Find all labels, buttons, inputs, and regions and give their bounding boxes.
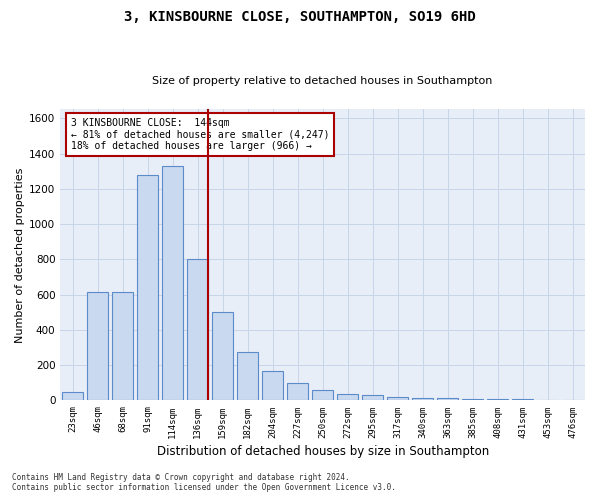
Bar	[237, 352, 258, 401]
Bar	[512, 398, 533, 400]
Bar	[137, 174, 158, 400]
Bar	[62, 392, 83, 400]
Text: Contains HM Land Registry data © Crown copyright and database right 2024.
Contai: Contains HM Land Registry data © Crown c…	[12, 473, 396, 492]
Y-axis label: Number of detached properties: Number of detached properties	[15, 168, 25, 342]
Title: Size of property relative to detached houses in Southampton: Size of property relative to detached ho…	[152, 76, 493, 86]
Text: 3, KINSBOURNE CLOSE, SOUTHAMPTON, SO19 6HD: 3, KINSBOURNE CLOSE, SOUTHAMPTON, SO19 6…	[124, 10, 476, 24]
Bar	[312, 390, 333, 400]
Bar	[162, 166, 184, 400]
Bar	[112, 292, 133, 401]
Bar	[187, 260, 208, 400]
Bar	[287, 383, 308, 400]
Text: 3 KINSBOURNE CLOSE:  144sqm
← 81% of detached houses are smaller (4,247)
18% of : 3 KINSBOURNE CLOSE: 144sqm ← 81% of deta…	[71, 118, 329, 152]
Bar	[437, 398, 458, 400]
Bar	[212, 312, 233, 400]
Bar	[487, 398, 508, 400]
Bar	[87, 292, 109, 401]
Bar	[362, 395, 383, 400]
Bar	[387, 397, 408, 400]
Bar	[337, 394, 358, 400]
Bar	[412, 398, 433, 400]
Bar	[262, 372, 283, 400]
X-axis label: Distribution of detached houses by size in Southampton: Distribution of detached houses by size …	[157, 444, 489, 458]
Bar	[462, 398, 483, 400]
